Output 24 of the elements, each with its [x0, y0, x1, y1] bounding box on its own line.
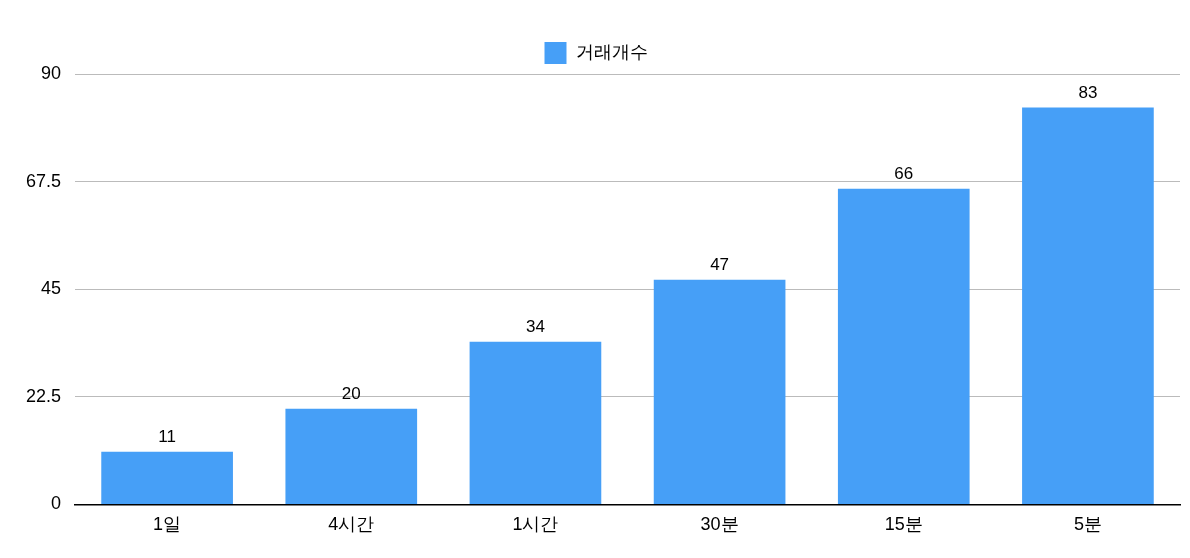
x-tick-label: 5분: [1073, 514, 1102, 535]
data-label: 47: [710, 254, 730, 274]
y-tick-label: 0: [51, 493, 62, 514]
data-label: 66: [894, 163, 914, 183]
x-tick-label: 30분: [700, 514, 739, 535]
bar: [101, 451, 233, 504]
data-label: 20: [341, 383, 361, 403]
y-tick-label: 45: [41, 278, 62, 299]
x-tick-label: 1일: [153, 514, 182, 535]
bar: [469, 341, 602, 504]
x-tick-label: 15분: [884, 514, 923, 535]
bar: [1022, 107, 1154, 504]
y-tick-label: 22.5: [25, 385, 62, 406]
y-tick-label: 67.5: [25, 170, 62, 191]
y-tick-label: 90: [41, 62, 62, 83]
data-label: 83: [1078, 82, 1098, 102]
bar: [837, 188, 970, 504]
data-label: 11: [158, 426, 176, 446]
legend-label: 거래개수: [575, 41, 648, 62]
x-tick-label: 4시간: [328, 514, 375, 535]
data-label: 34: [525, 316, 545, 336]
x-tick-label: 1시간: [512, 514, 559, 535]
bar: [285, 408, 418, 504]
bar: [653, 279, 786, 504]
